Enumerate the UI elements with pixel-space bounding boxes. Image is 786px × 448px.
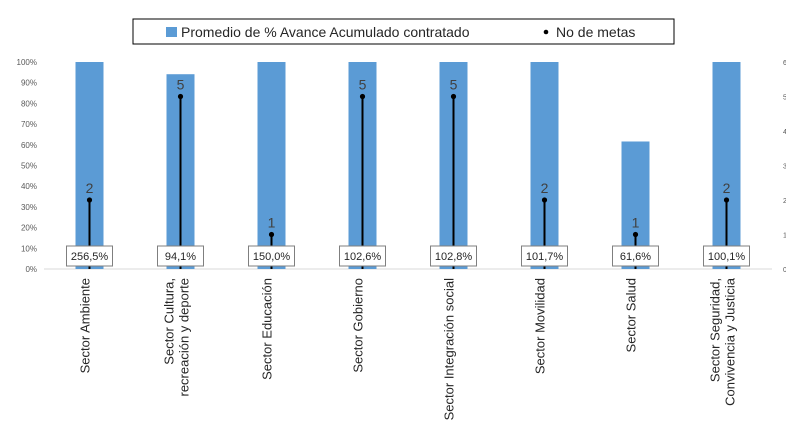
data-label: 101,7% — [526, 251, 564, 263]
data-label-box — [612, 245, 659, 267]
category-label: Sector Gobierno — [351, 278, 366, 373]
metas-count-label: 5 — [177, 77, 185, 93]
data-label-box — [339, 245, 386, 267]
metas-point — [723, 197, 730, 203]
left-tick-label: 90% — [21, 79, 37, 88]
metas-count-label: 5 — [359, 77, 367, 93]
left-tick-label: 20% — [21, 224, 37, 233]
data-label: 100,1% — [708, 251, 746, 263]
legend-label-metas: No de metas — [556, 24, 635, 40]
metas-count-label: 2 — [86, 180, 94, 196]
category-label: Sector Integración social — [442, 278, 457, 420]
category-label: Sector Cultura,recreación y deporte — [162, 278, 192, 397]
right-tick-label: 0 — [783, 267, 786, 274]
metas-count-label: 1 — [268, 215, 276, 231]
metas-count-label: 2 — [541, 180, 549, 196]
data-labels: 256,5% 94,1% 150,0% 102,6% 102,8% 101,7% 61,6%… — [66, 245, 750, 267]
left-tick-label: 70% — [21, 120, 37, 129]
data-label-box — [521, 245, 568, 267]
left-tick-label: 100% — [17, 58, 37, 67]
metas-point — [632, 231, 639, 238]
category-label: Sector Salud — [624, 278, 639, 352]
category-label: Sector Movilidad — [533, 278, 548, 374]
legend-frame — [132, 18, 675, 45]
left-tick-label: 40% — [21, 182, 37, 191]
data-label: 256,5% — [71, 251, 109, 263]
left-axis: 0% 10% 20% 30% 40% 50% 60% 70% 80% 90% 100% — [17, 58, 37, 274]
data-label-box — [703, 245, 750, 267]
right-tick-label: 2 — [783, 198, 786, 205]
data-label: 94,1% — [165, 251, 196, 263]
category-label: Sector Seguridad,Convivencia y Justicia — [708, 277, 738, 406]
category-label: Sector Ambiente — [78, 278, 93, 373]
right-tick-label: 5 — [783, 95, 786, 102]
metas-point — [177, 93, 184, 100]
metas-point — [268, 231, 275, 238]
right-axis: 0 1 2 3 4 5 6 — [783, 60, 786, 274]
left-tick-label: 0% — [25, 265, 37, 274]
left-tick-label: 10% — [21, 244, 37, 253]
data-label: 150,0% — [253, 251, 291, 263]
metas-count-label: 2 — [723, 180, 731, 196]
data-label: 102,6% — [344, 251, 382, 263]
data-label-box — [157, 245, 204, 267]
right-tick-label: 1 — [783, 233, 786, 240]
metas-point — [359, 93, 366, 100]
left-tick-label: 50% — [21, 162, 37, 171]
category-label: Sector Educación — [260, 278, 275, 380]
metas-point — [541, 197, 548, 203]
right-tick-label: 3 — [783, 164, 786, 171]
category-labels: Sector Ambiente Sector Cultura,recreación… — [78, 277, 738, 420]
metas-count-label: 5 — [450, 77, 458, 93]
metas-point — [450, 93, 457, 100]
left-tick-label: 80% — [21, 99, 37, 108]
legend-label-bar: Promedio de % Avance Acumulado contratad… — [181, 24, 470, 40]
right-tick-label: 6 — [783, 60, 786, 67]
legend: Promedio de % Avance Acumulado contratad… — [132, 18, 675, 45]
metas-count-label: 1 — [632, 215, 640, 231]
legend-swatch-metas — [543, 29, 549, 35]
legend-swatch-bar — [166, 27, 177, 37]
data-label: 61,6% — [620, 251, 651, 263]
right-tick-label: 4 — [783, 129, 786, 136]
data-label: 102,8% — [435, 251, 473, 263]
metas-point — [86, 197, 93, 203]
data-label-box — [66, 245, 113, 267]
data-label-box — [248, 245, 295, 267]
left-tick-label: 30% — [21, 203, 37, 212]
bar-series — [75, 62, 741, 269]
data-label-box — [430, 245, 477, 267]
left-tick-label: 60% — [21, 141, 37, 150]
